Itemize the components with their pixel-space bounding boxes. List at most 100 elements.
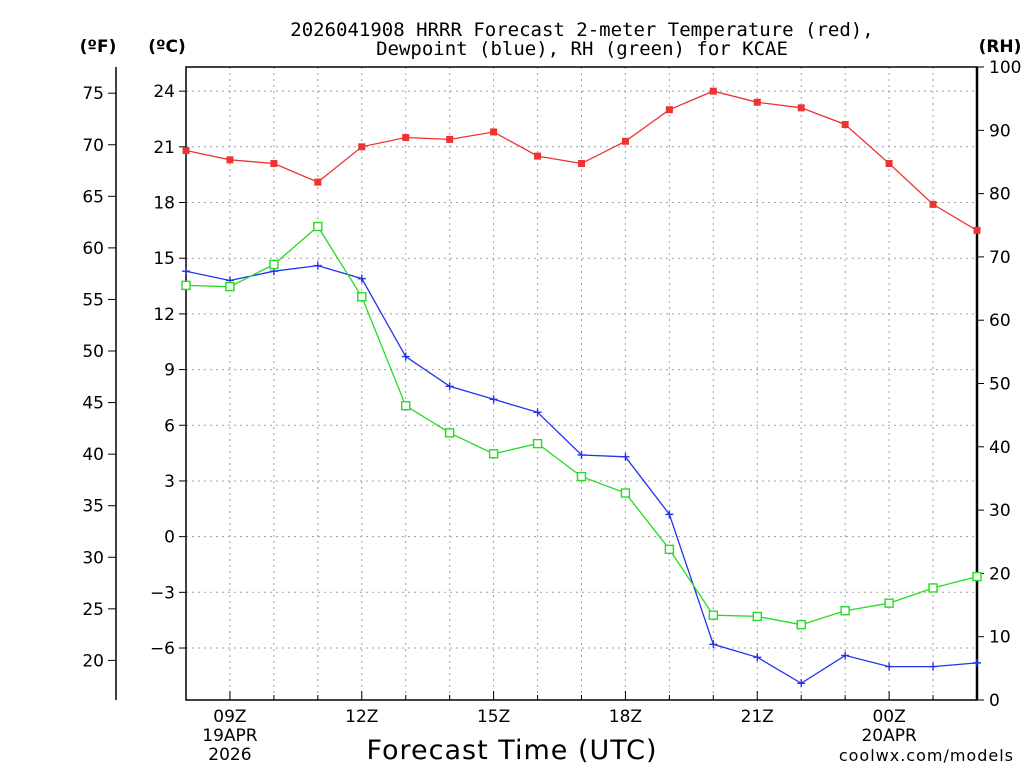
rh-point bbox=[840, 606, 850, 616]
rh-point bbox=[620, 488, 631, 498]
rh-point bbox=[928, 583, 938, 593]
dewpoint-point bbox=[841, 651, 850, 660]
temperature-point bbox=[709, 87, 717, 95]
temperature-point bbox=[534, 152, 542, 160]
temperature-point bbox=[841, 121, 849, 129]
rh-point bbox=[576, 471, 587, 482]
rh-axis-label: (RH) bbox=[979, 37, 1022, 57]
time-tick-label: 18Z bbox=[609, 707, 642, 727]
dewpoint-point bbox=[709, 640, 718, 649]
temperature-point bbox=[490, 128, 498, 136]
rh-tick-label: 70 bbox=[989, 248, 1011, 268]
rh-point bbox=[664, 544, 675, 555]
fahrenheit-tick-label: 25 bbox=[82, 600, 104, 620]
rh-point bbox=[796, 619, 806, 630]
dewpoint-point bbox=[182, 267, 190, 276]
temperature-point bbox=[446, 135, 454, 143]
dewpoint-point bbox=[577, 450, 586, 459]
rh-tick-label: 10 bbox=[989, 628, 1011, 648]
dewpoint-point bbox=[533, 408, 542, 417]
rh-point bbox=[444, 428, 455, 438]
fahrenheit-tick-label: 40 bbox=[82, 445, 104, 465]
x-axis-title: Forecast Time (UTC) bbox=[366, 735, 657, 766]
fahrenheit-tick-label: 55 bbox=[82, 290, 104, 310]
rh-point bbox=[532, 438, 543, 449]
fahrenheit-tick-label: 45 bbox=[82, 394, 104, 414]
rh-point bbox=[225, 281, 235, 292]
time-tick-label: 00Z bbox=[872, 707, 905, 727]
temperature-point bbox=[226, 156, 234, 164]
chart-title-line2: Dewpoint (blue), RH (green) for KCAE bbox=[376, 38, 788, 60]
temperature-point bbox=[885, 160, 893, 168]
rh-tick-label: 0 bbox=[989, 691, 1000, 711]
temperature-point bbox=[402, 134, 410, 142]
temperature-point bbox=[929, 200, 937, 208]
rh-point bbox=[357, 292, 367, 302]
fahrenheit-tick-label: 70 bbox=[82, 136, 104, 156]
dewpoint-point bbox=[445, 382, 454, 391]
temperature-point bbox=[314, 178, 322, 186]
dewpoint-point bbox=[973, 658, 981, 667]
dewpoint-point bbox=[621, 452, 630, 461]
rh-point bbox=[752, 611, 762, 622]
rh-tick-label: 20 bbox=[989, 564, 1011, 584]
celsius-tick-label: −3 bbox=[150, 583, 175, 603]
rh-point bbox=[269, 259, 279, 270]
fahrenheit-tick-label: 60 bbox=[82, 239, 104, 259]
dewpoint-point bbox=[665, 510, 674, 519]
dewpoint-point bbox=[885, 662, 894, 671]
rh-tick-label: 80 bbox=[989, 185, 1011, 205]
celsius-tick-label: 21 bbox=[153, 138, 175, 158]
celsius-ticks: 24 21 18 15 12 9 6 3 0 −3 −6 bbox=[150, 82, 186, 659]
rh-point bbox=[181, 280, 191, 291]
temperature-point bbox=[621, 137, 629, 145]
series-layer bbox=[181, 87, 982, 688]
time-tick-label: 21Z bbox=[741, 707, 774, 727]
celsius-tick-label: 18 bbox=[153, 194, 175, 214]
rh-tick-label: 50 bbox=[989, 375, 1011, 395]
dewpoint-point bbox=[489, 395, 498, 404]
time-tick-label: 15Z bbox=[477, 707, 510, 727]
rh-point bbox=[884, 598, 894, 608]
time-tick-date: 20APR bbox=[861, 726, 917, 746]
celsius-tick-label: 6 bbox=[164, 416, 175, 436]
celsius-tick-label: 24 bbox=[153, 82, 175, 102]
rh-tick-label: 60 bbox=[989, 311, 1011, 331]
rh-tick-label: 40 bbox=[989, 438, 1011, 458]
celsius-tick-label: −6 bbox=[150, 639, 175, 659]
temperature-point bbox=[270, 160, 278, 168]
temperature-point bbox=[797, 104, 805, 112]
fahrenheit-axis-label: (ºF) bbox=[80, 37, 117, 57]
celsius-tick-label: 9 bbox=[164, 361, 175, 381]
dewpoint-point bbox=[401, 352, 410, 361]
temperature-point bbox=[578, 160, 585, 168]
rh-point bbox=[972, 571, 982, 582]
celsius-tick-label: 15 bbox=[153, 249, 175, 269]
celsius-tick-label: 12 bbox=[153, 305, 175, 325]
rh-tick-label: 100 bbox=[989, 58, 1021, 78]
rh-point bbox=[488, 449, 499, 459]
temperature-point bbox=[182, 147, 190, 155]
rh-tick-label: 30 bbox=[989, 501, 1011, 521]
time-tick-year: 2026 bbox=[208, 745, 251, 765]
chart-title-line1: 2026041908 HRRR Forecast 2-meter Tempera… bbox=[290, 19, 873, 41]
time-tick-date: 19APR bbox=[202, 726, 258, 746]
fahrenheit-tick-label: 50 bbox=[82, 342, 104, 362]
fahrenheit-tick-label: 20 bbox=[82, 651, 104, 671]
dewpoint-point bbox=[929, 662, 938, 671]
temperature-point bbox=[973, 226, 981, 234]
fahrenheit-tick-label: 75 bbox=[82, 84, 104, 104]
dewpoint-point bbox=[313, 261, 322, 270]
temperature-point bbox=[753, 98, 761, 106]
dewpoint-point bbox=[753, 653, 762, 662]
celsius-axis-label: (ºC) bbox=[148, 37, 186, 57]
credit-text: coolwx.com/models bbox=[839, 746, 1014, 765]
time-tick-label: 09Z bbox=[213, 707, 246, 727]
time-tick-label: 12Z bbox=[345, 707, 378, 727]
rh-point bbox=[708, 610, 719, 620]
celsius-tick-label: 3 bbox=[164, 472, 175, 492]
fahrenheit-ticks: 75 70 65 60 55 50 45 40 35 30 25 20 bbox=[82, 84, 116, 671]
fahrenheit-tick-label: 35 bbox=[82, 497, 104, 517]
